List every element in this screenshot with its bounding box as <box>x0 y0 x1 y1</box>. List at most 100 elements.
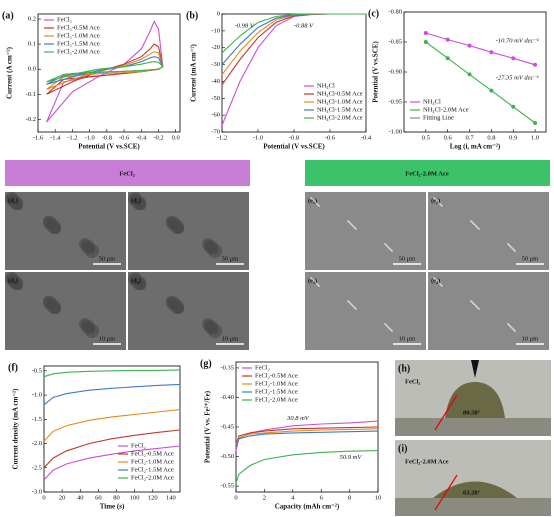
x-tick-label: 0.5 <box>422 134 430 141</box>
y-tick-label: -0.45 <box>220 423 234 430</box>
legend-label: FeCl₂-1.0M Ace <box>255 380 298 387</box>
y-axis-label: Current density (mA cm⁻²) <box>12 388 20 470</box>
x-tick-label: -0.4 <box>136 134 147 141</box>
x-tick-label: -1.0 <box>84 134 94 141</box>
series-line <box>235 428 379 445</box>
y-tick-label: -70 <box>211 128 220 135</box>
angle-line <box>434 394 458 431</box>
texture <box>391 250 393 252</box>
texture <box>85 244 99 258</box>
scale-label: 10 μm <box>399 335 416 342</box>
texture <box>391 330 393 332</box>
y-tick-label: -0.5 <box>32 367 42 374</box>
y-tick-label: -10 <box>211 27 220 34</box>
series-line <box>43 429 181 469</box>
point <box>445 56 450 61</box>
sem-image <box>5 272 126 350</box>
point <box>467 72 472 77</box>
y-tick-label: -20 <box>211 44 220 51</box>
legend-label: NH₄Cl <box>317 82 335 89</box>
x-axis-label: Potential (V vs.SCE) <box>78 143 140 151</box>
plot-frame <box>43 365 181 493</box>
panel-label: (h) <box>398 363 410 374</box>
x-tick-label: -1.2 <box>217 134 227 141</box>
droplet <box>445 382 505 418</box>
legend-label: FeCl₂-2.0M Ace <box>255 396 298 403</box>
x-tick-label: 0.9 <box>509 134 517 141</box>
point <box>511 56 516 61</box>
x-tick-label: 0.8 <box>487 134 495 141</box>
tile-label: (e₃) <box>308 277 317 284</box>
texture <box>514 250 516 252</box>
legend-label: FeCl₂-1.0M Ace <box>131 458 174 465</box>
sem-image <box>428 192 549 270</box>
x-tick-label: 10 <box>375 494 382 501</box>
annotation: 30.8 mV <box>286 415 310 422</box>
x-tick-label: -0.2 <box>153 134 163 141</box>
point <box>489 50 494 55</box>
y-tick-label: -0.95 <box>388 98 402 105</box>
texture <box>51 224 61 234</box>
y-tick-label: -0.1 <box>26 91 36 98</box>
sem-image <box>128 272 249 350</box>
x-axis-label: Time (s) <box>100 503 125 511</box>
legend-label: NH₄Cl-1.5M Ace <box>317 106 363 113</box>
series-line <box>425 32 536 66</box>
x-axis-label: Potential (V vs.SCE) <box>263 143 325 151</box>
x-tick-label: 2 <box>263 494 266 501</box>
x-tick-label: 0.7 <box>465 134 474 141</box>
substrate <box>395 498 551 516</box>
y-tick-label: -2.0 <box>32 440 42 447</box>
x-tick-label: 8 <box>348 494 351 501</box>
x-tick-label: -0.8 <box>289 134 299 141</box>
texture <box>15 282 23 290</box>
tile-label: (d₂) <box>131 197 141 204</box>
x-tick-label: 4 <box>291 494 295 501</box>
y-tick-label: -50 <box>211 95 220 102</box>
y-tick-label: -0.35 <box>220 364 234 371</box>
tile-label: (e₄) <box>431 277 440 284</box>
series-line <box>46 61 164 83</box>
panel-label: (b) <box>186 10 198 21</box>
series-line <box>43 445 181 481</box>
point <box>423 40 428 44</box>
annotation: -0.98 V <box>235 22 255 29</box>
point <box>423 31 428 35</box>
texture <box>514 330 516 332</box>
panel-label: (i) <box>398 443 407 454</box>
texture <box>51 304 61 314</box>
plot-frame <box>37 13 181 133</box>
legend-label: FeCl₂-0.5M Ace <box>131 450 174 457</box>
annotation: -0.88 V <box>294 22 314 29</box>
y-tick-label: -0.85 <box>388 38 402 45</box>
x-tick-label: -1.2 <box>67 134 77 141</box>
series-line <box>425 41 536 124</box>
y-tick-label: -30 <box>211 61 220 68</box>
series-line <box>235 430 379 448</box>
y-tick-label: -2.5 <box>32 464 42 471</box>
sem-image <box>128 192 249 270</box>
y-tick-label: 0 <box>217 10 220 17</box>
y-tick-label: -0.40 <box>220 394 234 401</box>
annotation: 50.9 mV <box>340 454 363 461</box>
legend-label: FeCl₂-0.5M Ace <box>255 372 298 379</box>
point <box>533 62 538 67</box>
scale-label: 50 μm <box>99 255 116 262</box>
texture <box>138 202 146 210</box>
texture <box>208 244 222 258</box>
sem-image <box>5 192 126 270</box>
x-tick-label: 1.0 <box>531 134 539 141</box>
panel-label: (f) <box>8 362 18 373</box>
x-tick-label: -1.0 <box>253 134 263 141</box>
point <box>533 121 538 125</box>
tile-label: (e₂) <box>431 197 440 204</box>
contact-angle: 80.58° <box>463 409 481 416</box>
y-tick-label: 0.0 <box>28 66 36 73</box>
y-tick-label: 0.1 <box>28 41 36 48</box>
x-tick-label: 20 <box>59 494 66 501</box>
y-tick-label: -40 <box>211 78 220 85</box>
y-tick-label: -0.55 <box>220 483 234 490</box>
legend-label: FeCl₂-2.0M Ace <box>131 474 174 481</box>
annotation: -10.70 mV dec⁻¹ <box>496 37 539 44</box>
